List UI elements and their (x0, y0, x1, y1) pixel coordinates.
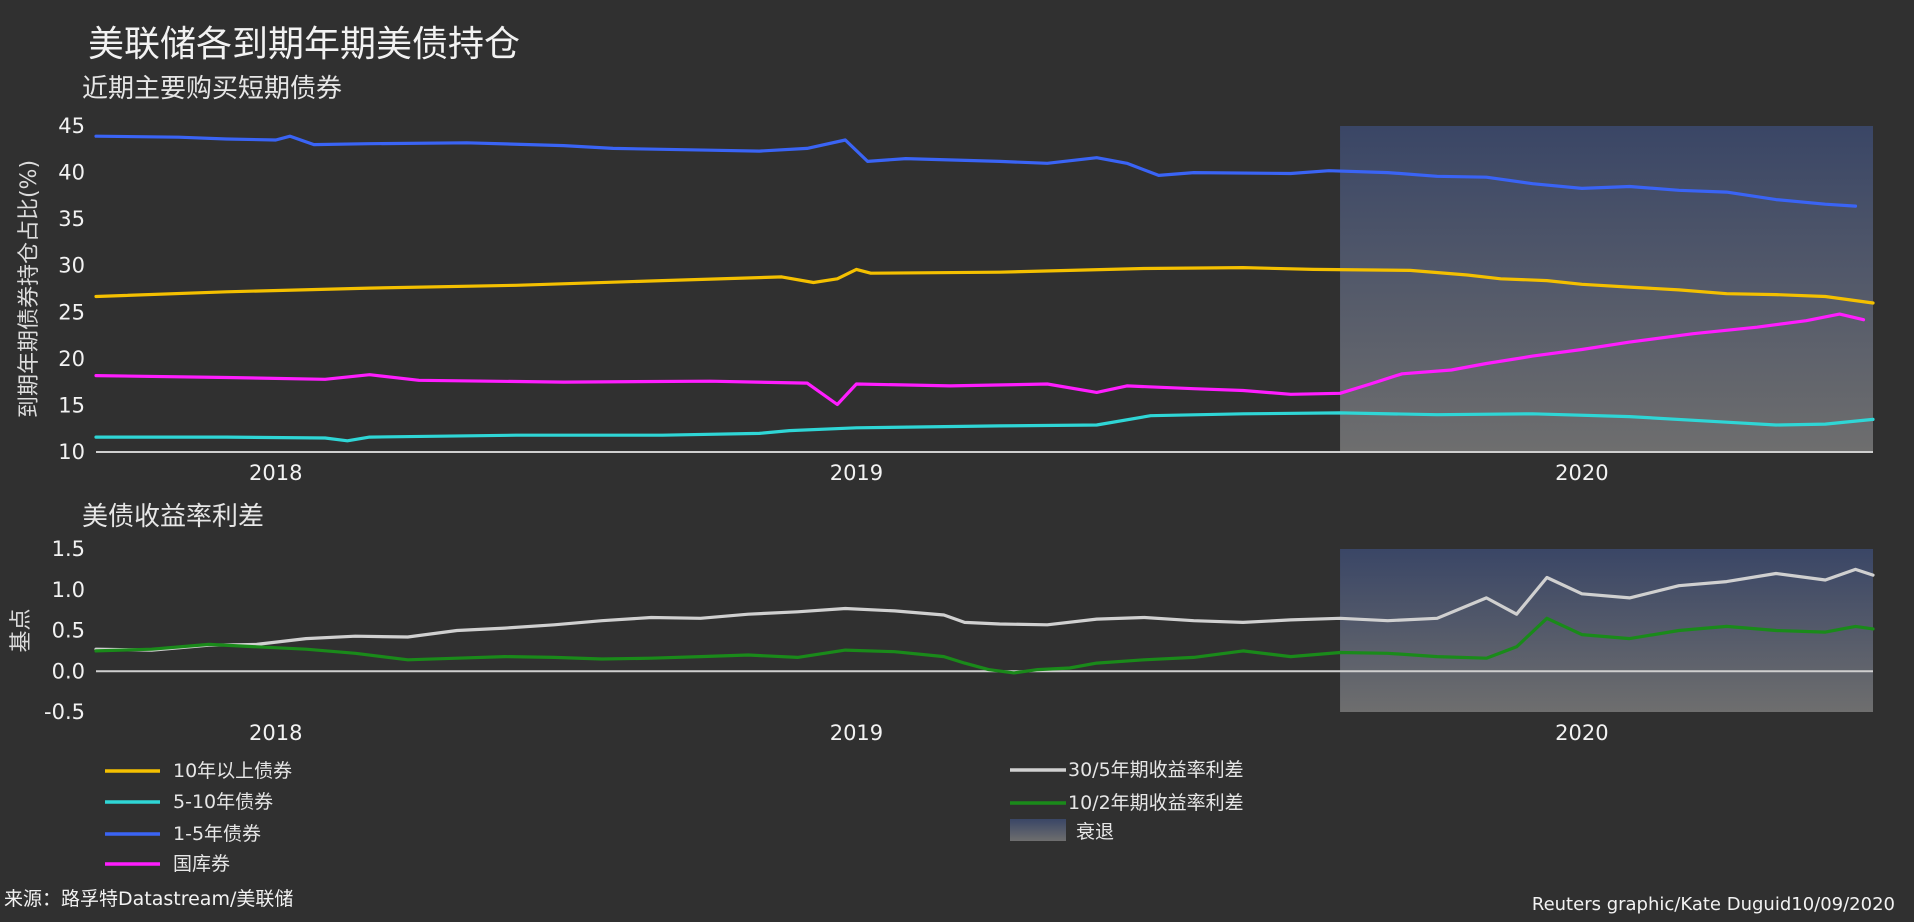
series-line (94, 616, 1875, 675)
top-chart-series (94, 134, 1875, 443)
series-line (94, 312, 1866, 407)
credit-note: Reuters graphic/Kate Duguid10/09/2020 (1532, 894, 1895, 915)
chart-title: 美联储各到期年期美债持仓 (88, 24, 520, 65)
series-line (94, 567, 1875, 652)
x-tick-label: 2020 (1555, 461, 1608, 485)
y-tick-label: 45 (58, 114, 85, 138)
x-tick-label: 2019 (830, 461, 883, 485)
top-chart-y-axis: 10 15 20 25 30 35 40 45 (58, 114, 1873, 464)
legend-swatch-recession (1010, 819, 1066, 841)
chart-subtitle: 近期主要购买短期债券 (82, 74, 342, 104)
y-tick-label: 40 (58, 161, 85, 185)
y-tick-label: -0.5 (44, 700, 85, 724)
top-chart-y-label: 到期年期债券持仓占比(%) (17, 160, 42, 418)
series-line (94, 266, 1875, 305)
legend-label: 30/5年期收益率利差 (1068, 759, 1244, 781)
series-line (94, 134, 1858, 208)
top-chart-x-axis: 2018 2019 2020 (249, 461, 1609, 485)
legend-label: 1-5年债券 (173, 823, 261, 845)
legend-label: 10年以上债券 (173, 760, 292, 782)
y-tick-label: 10 (58, 440, 85, 464)
bottom-chart: -0.5 0.0 0.5 1.0 1.5 2018 2019 2020 基点 (9, 537, 1875, 745)
series-line (94, 411, 1875, 443)
top-chart-recession-band (1340, 126, 1873, 452)
y-tick-label: 20 (58, 347, 85, 371)
y-tick-label: 1.5 (52, 537, 85, 561)
bottom-chart-x-axis: 2018 2019 2020 (249, 721, 1609, 745)
bottom-chart-series (94, 567, 1875, 675)
y-tick-label: 35 (58, 207, 85, 231)
source-note: 来源：路孚特Datastream/美联储 (4, 888, 293, 910)
legend-label: 10/2年期收益率利差 (1068, 792, 1244, 814)
y-tick-label: 0.0 (52, 659, 85, 683)
y-tick-label: 30 (58, 254, 85, 278)
legend-label: 5-10年债券 (173, 791, 273, 813)
top-chart: 10 15 20 25 30 35 40 45 2018 2019 2020 到期年期债券持仓占比… (17, 114, 1875, 485)
y-tick-label: 15 (58, 393, 85, 417)
x-tick-label: 2018 (249, 461, 302, 485)
y-tick-label: 0.5 (52, 619, 85, 643)
x-tick-label: 2020 (1555, 721, 1608, 745)
bottom-chart-y-axis: -0.5 0.0 0.5 1.0 1.5 (44, 537, 1873, 724)
legend-label: 衰退 (1076, 821, 1114, 843)
recession-band (1340, 126, 1873, 452)
x-tick-label: 2019 (830, 721, 883, 745)
y-tick-label: 25 (58, 300, 85, 324)
y-tick-label: 1.0 (52, 578, 85, 602)
bottom-chart-y-label: 基点 (9, 608, 34, 652)
legend-label: 国库券 (173, 853, 230, 875)
bottom-chart-title: 美债收益率利差 (82, 502, 264, 532)
x-tick-label: 2018 (249, 721, 302, 745)
